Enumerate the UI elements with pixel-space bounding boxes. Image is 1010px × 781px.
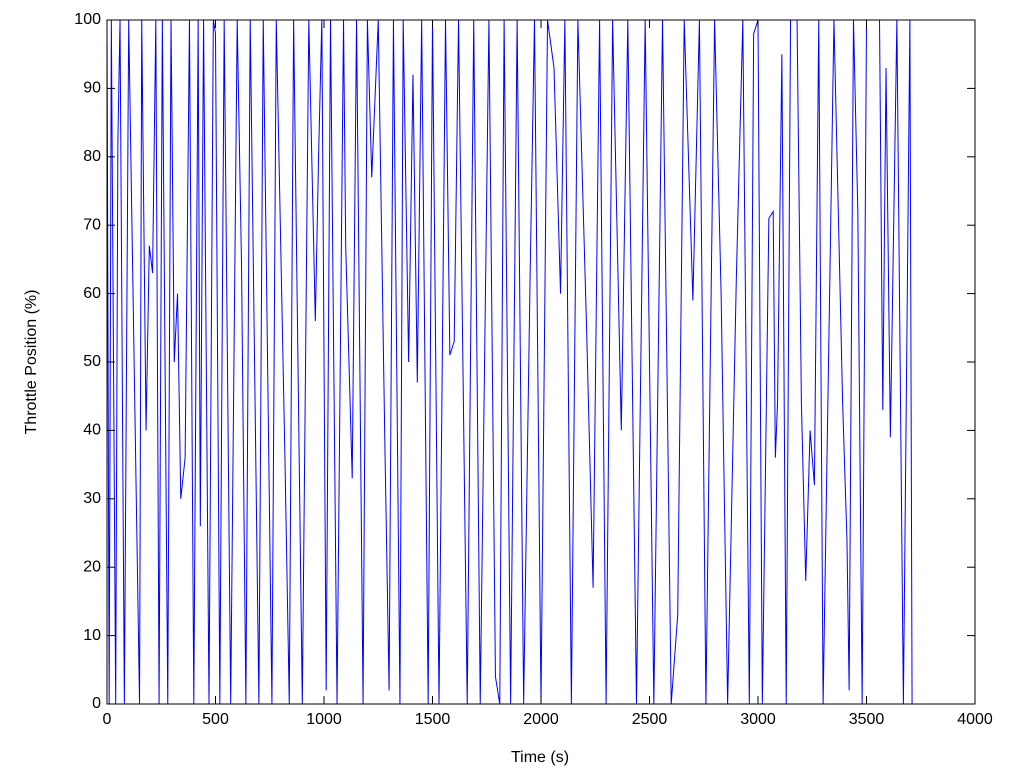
x-tick-label: 2000 — [523, 711, 559, 728]
x-tick-label: 4000 — [957, 711, 993, 728]
x-axis-label: Time (s) — [511, 749, 569, 766]
x-tick-label: 2500 — [632, 711, 668, 728]
y-axis-label: Throttle Position (%) — [23, 290, 40, 435]
y-tick-label: 0 — [92, 695, 101, 712]
x-tick-label: 0 — [103, 711, 112, 728]
x-tick-label: 3000 — [740, 711, 776, 728]
y-tick-label: 100 — [74, 11, 101, 28]
y-tick-label: 40 — [83, 422, 101, 439]
plot-area — [107, 20, 975, 704]
y-tick-label: 60 — [83, 285, 101, 302]
y-tick-label: 10 — [83, 627, 101, 644]
y-tick-label: 30 — [83, 490, 101, 507]
y-tick-label: 50 — [83, 353, 101, 370]
x-tick-label: 1000 — [306, 711, 342, 728]
x-tick-label: 500 — [202, 711, 229, 728]
y-tick-label: 20 — [83, 558, 101, 575]
y-tick-label: 80 — [83, 148, 101, 165]
y-tick-label: 90 — [83, 80, 101, 97]
x-tick-label: 3500 — [849, 711, 885, 728]
y-tick-label: 70 — [83, 216, 101, 233]
x-tick-label: 1500 — [415, 711, 451, 728]
